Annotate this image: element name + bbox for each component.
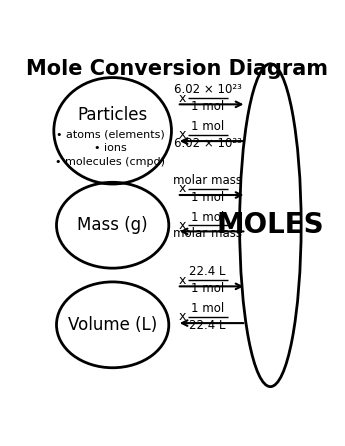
Text: x: x xyxy=(178,274,186,287)
Text: x: x xyxy=(178,310,186,323)
Text: • molecules (cmpd): • molecules (cmpd) xyxy=(55,157,165,167)
Text: Mole Conversion Diagram: Mole Conversion Diagram xyxy=(26,59,328,79)
Text: molar mass: molar mass xyxy=(173,227,242,240)
Text: x: x xyxy=(178,92,186,105)
Text: 1 mol: 1 mol xyxy=(191,120,224,133)
Text: 1 mol: 1 mol xyxy=(191,302,224,315)
Text: Volume (L): Volume (L) xyxy=(68,316,157,334)
Text: Mass (g): Mass (g) xyxy=(77,216,148,234)
Text: 6.02 × 10²³: 6.02 × 10²³ xyxy=(174,83,242,96)
Text: MOLES: MOLES xyxy=(217,211,324,239)
Text: x: x xyxy=(178,219,186,232)
Text: x: x xyxy=(178,128,186,141)
Text: • ions: • ions xyxy=(93,143,126,153)
Text: • atoms (elements): • atoms (elements) xyxy=(56,129,164,139)
Text: 22.4 L: 22.4 L xyxy=(189,318,226,332)
Text: 6.02 × 10²³: 6.02 × 10²³ xyxy=(174,136,242,149)
Text: Particles: Particles xyxy=(78,106,148,124)
Text: 1 mol: 1 mol xyxy=(191,211,224,223)
Text: 1 mol: 1 mol xyxy=(191,190,224,203)
Text: 1 mol: 1 mol xyxy=(191,100,224,113)
Text: molar mass: molar mass xyxy=(173,174,242,187)
Text: 22.4 L: 22.4 L xyxy=(189,265,226,278)
Text: x: x xyxy=(178,182,186,195)
Text: 1 mol: 1 mol xyxy=(191,282,224,295)
